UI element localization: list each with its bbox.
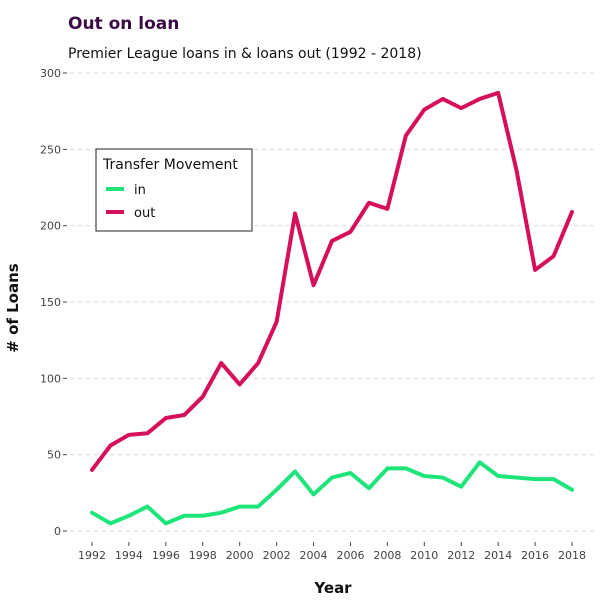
series-lines: [90, 90, 574, 526]
y-tick-label: 300: [40, 67, 61, 80]
y-axis-title: # of Loans: [4, 263, 22, 353]
x-tick-label: 2012: [447, 549, 475, 562]
x-axis-ticks: 1992 1994 1996 1998 2000 2002 2004 2006 2008 2010…: [78, 542, 586, 562]
x-tick-label: 1998: [189, 549, 217, 562]
x-tick-label: 2002: [263, 549, 291, 562]
x-tick-label: 1992: [78, 549, 106, 562]
x-tick-label: 2004: [300, 549, 328, 562]
series-line-in: [90, 460, 574, 526]
x-tick-label: 2018: [558, 549, 586, 562]
x-axis-title: Year: [313, 579, 352, 597]
x-tick-label: 2006: [336, 549, 364, 562]
gridlines: [70, 72, 594, 532]
chart-subtitle: Premier League loans in & loans out (199…: [68, 46, 422, 62]
series-line-out: [90, 90, 574, 472]
y-tick-label: 200: [40, 220, 61, 233]
x-tick-label: 2000: [226, 549, 254, 562]
chart-title: Out on loan: [68, 14, 180, 34]
legend-title: Transfer Movement: [102, 157, 238, 173]
legend-label-in: in: [134, 183, 146, 198]
x-tick-label: 1996: [152, 549, 180, 562]
y-axis-ticks: 0 50 100 150 200 250 300: [40, 67, 67, 538]
x-tick-label: 2014: [484, 549, 512, 562]
legend: Transfer Movement in out: [95, 148, 253, 232]
x-tick-label: 2008: [373, 549, 401, 562]
y-tick-label: 50: [47, 449, 61, 462]
x-tick-label: 1994: [115, 549, 143, 562]
x-tick-label: 2010: [410, 549, 438, 562]
y-tick-label: 250: [40, 143, 61, 156]
x-tick-label: 2016: [521, 549, 549, 562]
legend-label-out: out: [134, 206, 155, 221]
y-tick-label: 100: [40, 372, 61, 385]
y-tick-label: 0: [54, 525, 61, 538]
y-tick-label: 150: [40, 296, 61, 309]
